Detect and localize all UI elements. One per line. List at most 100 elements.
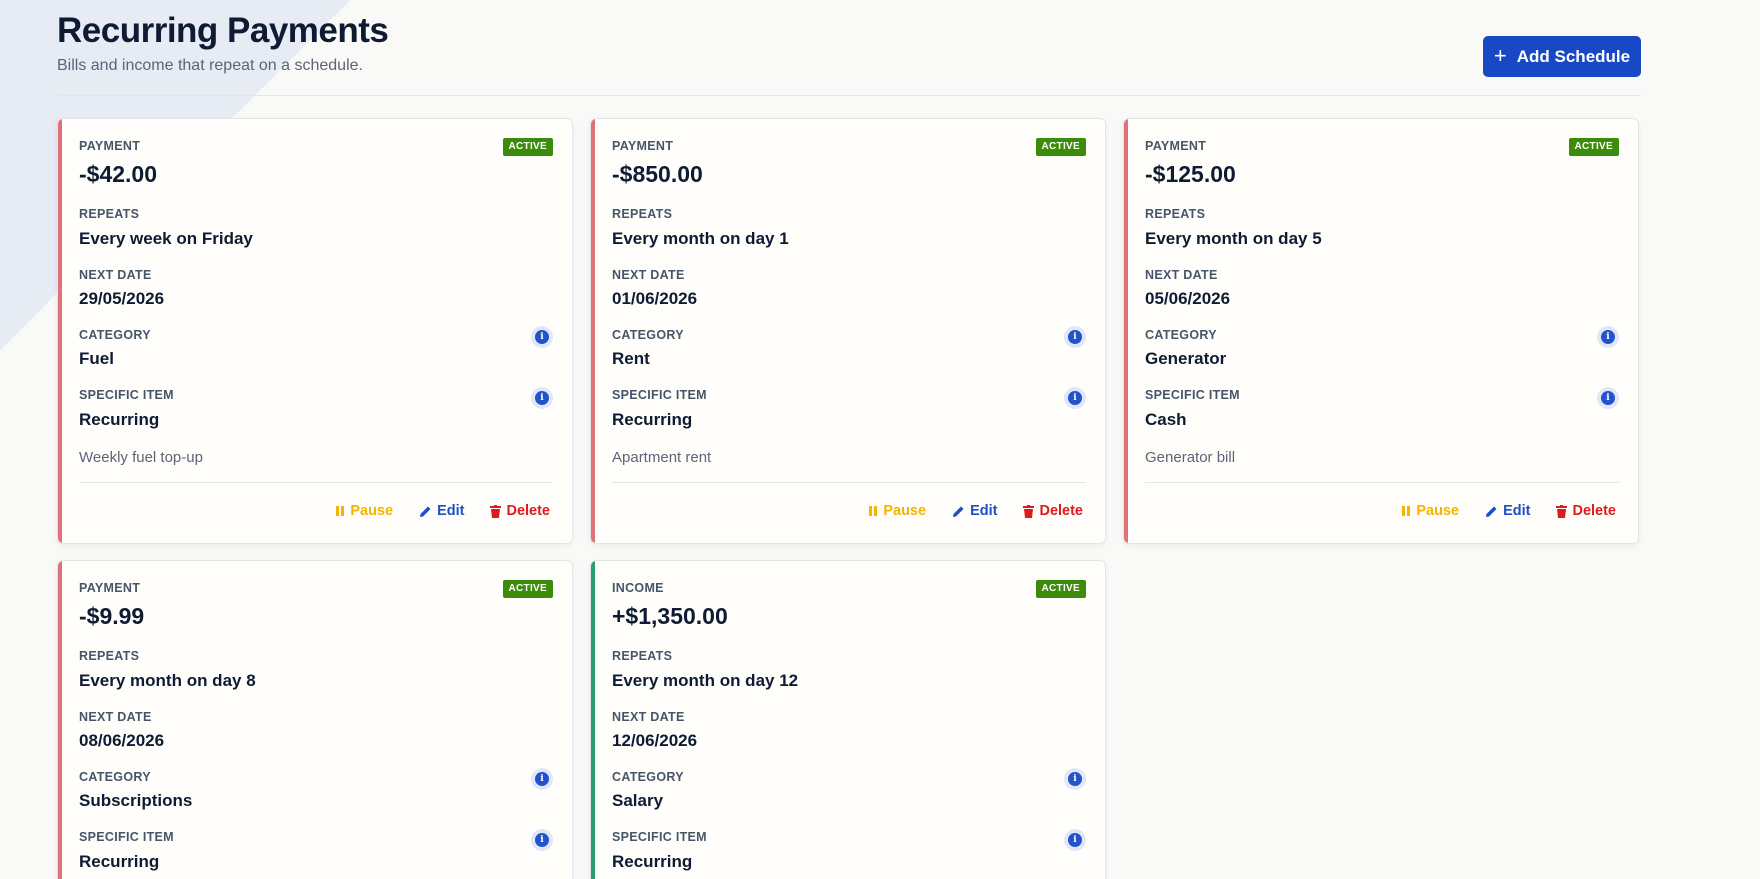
next-date-label: NEXT DATE	[1145, 268, 1218, 282]
card-divider	[79, 482, 553, 483]
delete-button[interactable]: Delete	[490, 503, 550, 519]
category-label: CATEGORY	[79, 770, 151, 784]
card-amount: -$42.00	[79, 161, 158, 187]
category-value: Rent	[612, 349, 650, 368]
status-badge: ACTIVE	[1035, 138, 1086, 156]
card-type-label: PAYMENT	[79, 581, 141, 595]
next-date-value: 29/05/2026	[79, 289, 165, 308]
status-badge: ACTIVE	[502, 138, 553, 156]
card-note: Generator bill	[1145, 449, 1236, 466]
repeats-label: REPEATS	[612, 649, 673, 663]
specific-item-value: Recurring	[612, 852, 693, 871]
specific-item-label: SPECIFIC ITEM	[79, 830, 174, 844]
delete-button[interactable]: Delete	[1556, 503, 1616, 519]
category-info-icon[interactable]: i	[531, 768, 553, 790]
trash-icon	[1556, 504, 1568, 518]
plus-icon: +	[1493, 42, 1507, 68]
pause-label: Pause	[883, 503, 927, 519]
specific-item-info-icon[interactable]: i	[531, 387, 553, 409]
card-divider	[1145, 482, 1619, 483]
pencil-icon	[1486, 506, 1497, 517]
repeats-label: REPEATS	[1145, 207, 1206, 221]
schedule-card: INCOME ACTIVE +$1,350.00 REPEATS Every m…	[590, 560, 1106, 879]
card-note: Weekly fuel top-up	[79, 449, 203, 466]
card-amount: -$125.00	[1145, 161, 1236, 187]
repeats-label: REPEATS	[79, 649, 140, 663]
repeats-label: REPEATS	[79, 207, 140, 221]
repeats-value: Every month on day 5	[1145, 229, 1322, 248]
pause-icon	[1402, 506, 1411, 516]
pause-button[interactable]: Pause	[868, 503, 926, 519]
trash-icon	[490, 504, 502, 518]
card-amount: +$1,350.00	[612, 603, 728, 629]
category-label: CATEGORY	[1145, 328, 1217, 342]
specific-item-value: Recurring	[79, 852, 160, 871]
edit-label: Edit	[1503, 503, 1531, 519]
delete-label: Delete	[1572, 503, 1616, 519]
add-schedule-label: Add Schedule	[1516, 46, 1631, 66]
pencil-icon	[420, 506, 431, 517]
category-label: CATEGORY	[612, 770, 684, 784]
status-badge: ACTIVE	[1568, 138, 1619, 156]
specific-item-value: Cash	[1145, 410, 1187, 429]
page-header: Recurring Payments Bills and income that…	[57, 0, 1641, 96]
next-date-value: 12/06/2026	[612, 731, 698, 750]
card-note: Apartment rent	[612, 449, 712, 466]
category-value: Salary	[612, 791, 664, 810]
status-badge: ACTIVE	[502, 580, 553, 598]
category-value: Generator	[1145, 349, 1227, 368]
status-badge: ACTIVE	[1035, 580, 1086, 598]
edit-label: Edit	[970, 503, 998, 519]
specific-item-info-icon[interactable]: i	[1597, 387, 1619, 409]
repeats-value: Every week on Friday	[79, 229, 253, 248]
page-title: Recurring Payments	[57, 11, 389, 50]
specific-item-info-icon[interactable]: i	[1064, 829, 1086, 851]
next-date-value: 08/06/2026	[79, 731, 165, 750]
card-type-label: PAYMENT	[1145, 139, 1207, 153]
schedule-card: PAYMENT ACTIVE -$42.00 REPEATS Every wee…	[57, 118, 573, 544]
edit-button[interactable]: Edit	[419, 503, 464, 519]
category-value: Fuel	[79, 349, 114, 368]
category-label: CATEGORY	[79, 328, 151, 342]
next-date-label: NEXT DATE	[612, 268, 685, 282]
page-subtitle: Bills and income that repeat on a schedu…	[57, 57, 363, 74]
trash-icon	[1023, 504, 1035, 518]
next-date-label: NEXT DATE	[612, 710, 685, 724]
card-amount: -$9.99	[79, 603, 145, 629]
card-actions: Pause Edit Delete	[1401, 503, 1616, 519]
specific-item-info-icon[interactable]: i	[531, 829, 553, 851]
pause-button[interactable]: Pause	[335, 503, 393, 519]
pause-button[interactable]: Pause	[1401, 503, 1459, 519]
specific-item-value: Recurring	[612, 410, 693, 429]
specific-item-info-icon[interactable]: i	[1064, 387, 1086, 409]
specific-item-label: SPECIFIC ITEM	[1145, 388, 1240, 402]
pause-icon	[336, 506, 345, 516]
category-info-icon[interactable]: i	[1064, 326, 1086, 348]
card-type-label: PAYMENT	[612, 139, 674, 153]
schedule-card: PAYMENT ACTIVE -$125.00 REPEATS Every mo…	[1123, 118, 1639, 544]
pause-label: Pause	[1416, 503, 1460, 519]
edit-label: Edit	[437, 503, 465, 519]
category-info-icon[interactable]: i	[1064, 768, 1086, 790]
category-info-icon[interactable]: i	[531, 326, 553, 348]
specific-item-value: Recurring	[79, 410, 160, 429]
category-value: Subscriptions	[79, 791, 193, 810]
repeats-value: Every month on day 1	[612, 229, 789, 248]
next-date-label: NEXT DATE	[79, 268, 152, 282]
pause-icon	[869, 506, 878, 516]
card-actions: Pause Edit Delete	[335, 503, 550, 519]
category-info-icon[interactable]: i	[1597, 326, 1619, 348]
specific-item-label: SPECIFIC ITEM	[612, 830, 707, 844]
card-type-label: INCOME	[612, 581, 664, 595]
pause-label: Pause	[350, 503, 394, 519]
delete-button[interactable]: Delete	[1023, 503, 1083, 519]
specific-item-label: SPECIFIC ITEM	[612, 388, 707, 402]
edit-button[interactable]: Edit	[1485, 503, 1530, 519]
category-label: CATEGORY	[612, 328, 684, 342]
card-actions: Pause Edit Delete	[868, 503, 1083, 519]
repeats-value: Every month on day 8	[79, 671, 256, 690]
edit-button[interactable]: Edit	[952, 503, 997, 519]
card-divider	[612, 482, 1086, 483]
add-schedule-button[interactable]: + Add Schedule	[1483, 36, 1641, 77]
delete-label: Delete	[506, 503, 550, 519]
